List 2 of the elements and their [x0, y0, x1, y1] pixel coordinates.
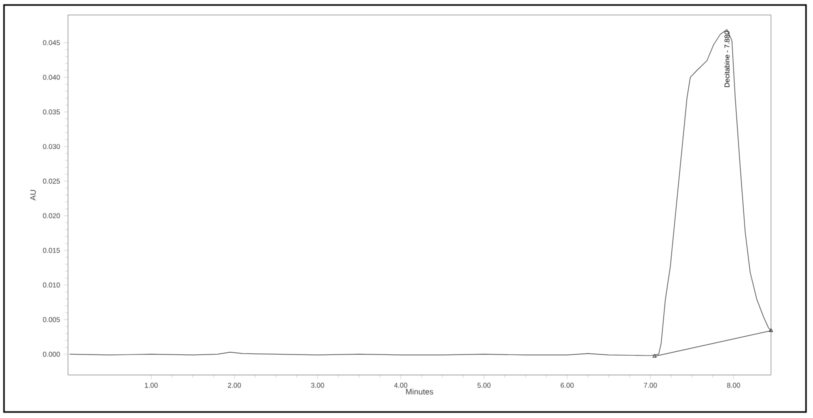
x-axis-title: Minutes [406, 388, 434, 394]
y-axis-title: AU [30, 190, 36, 201]
